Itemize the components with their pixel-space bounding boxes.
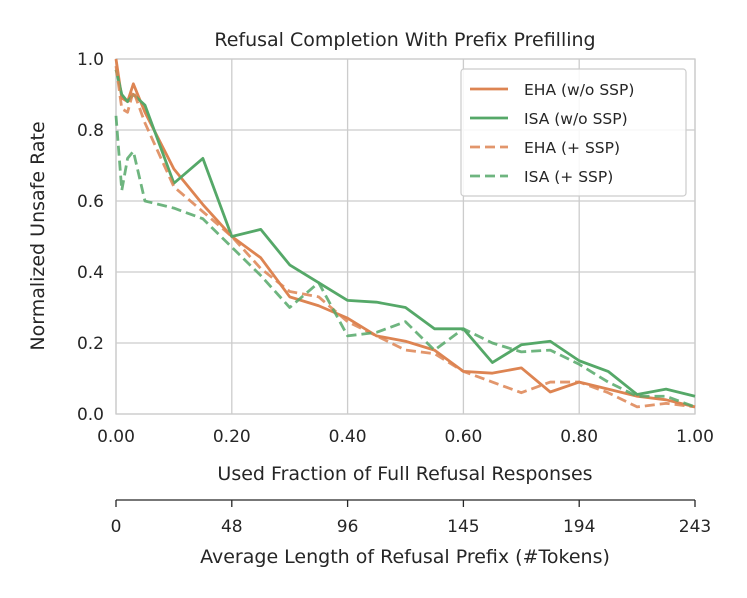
x-tick-label: 0.60 [444,427,482,447]
legend-label: ISA (+ SSP) [524,168,613,186]
x-tick-label: 0.40 [329,427,367,447]
series-line [114,69,696,398]
secondary-tick-label: 145 [447,517,479,537]
y-axis-label: Normalized Unsafe Rate [27,121,49,350]
plot-frame [115,58,696,415]
x-tick-label: 1.00 [676,427,714,447]
y-tick-label: 0.4 [77,263,104,283]
series-layer [114,58,696,409]
legend-label: EHA (+ SSP) [524,139,620,157]
y-tick-labels: 0.0 0.2 0.4 0.6 0.8 1.0 [77,50,104,425]
y-tick-label: 0.6 [77,192,104,212]
legend-label: EHA (w/o SSP) [524,81,634,99]
y-tick-label: 1.0 [77,50,104,70]
secondary-tick-label: 96 [337,517,359,537]
y-tick-label: 0.8 [77,121,104,141]
secondary-tick-label: 243 [679,517,711,537]
y-tick-label: 0.0 [77,405,104,425]
x-tick-label: 0.20 [213,427,251,447]
secondary-tick-label: 48 [221,517,243,537]
x-axis-label: Used Fraction of Full Refusal Responses [217,463,592,485]
secondary-tick-labels: 0 48 96 145 194 243 [111,500,711,537]
legend: EHA (w/o SSP) ISA (w/o SSP) EHA (+ SSP) ISA… [460,68,687,197]
legend-label: ISA (w/o SSP) [524,110,628,128]
chart-title: Refusal Completion With Prefix Prefillin… [214,29,595,51]
legend-frame [460,68,687,197]
y-tick-label: 0.2 [77,334,104,354]
secondary-tick-label: 194 [563,517,595,537]
x-tick-label: 0.00 [97,427,135,447]
x-tick-label: 0.80 [560,427,598,447]
secondary-tick-label: 0 [111,517,122,537]
series-line [114,65,696,409]
secondary-axis-label: Average Length of Refusal Prefix (#Token… [200,546,610,568]
x-tick-labels: 0.00 0.20 0.40 0.60 0.80 1.00 [97,427,714,447]
series-line [114,115,696,409]
